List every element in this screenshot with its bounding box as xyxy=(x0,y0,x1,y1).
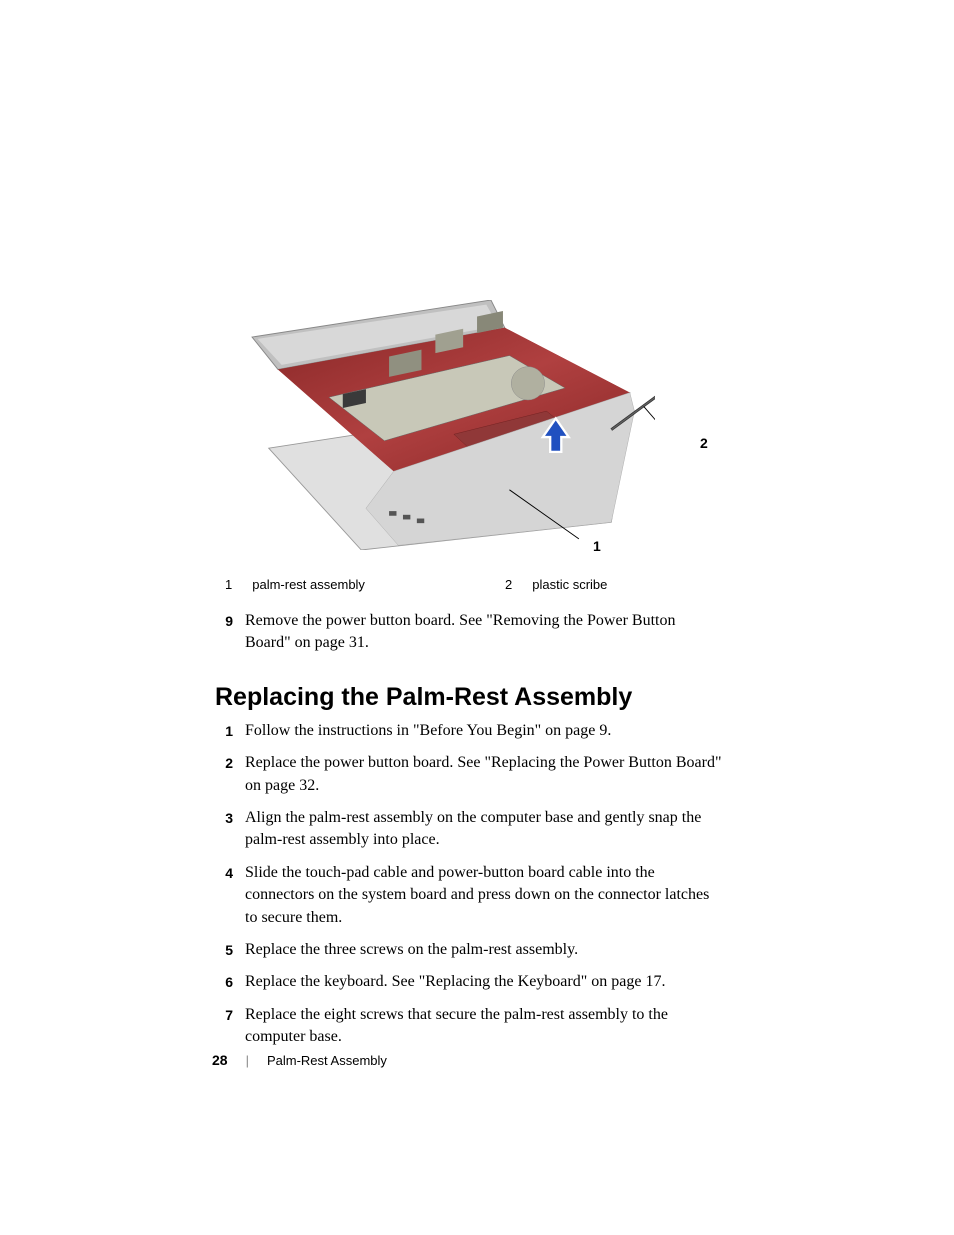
step-number: 1 xyxy=(215,720,245,742)
legend-text: palm-rest assembly xyxy=(252,577,365,592)
removing-step: 9 Remove the power button board. See "Re… xyxy=(215,610,725,655)
diagram-legend: 1 palm-rest assembly 2 plastic scribe xyxy=(225,577,725,592)
step-text: Replace the three screws on the palm-res… xyxy=(245,939,725,961)
step-number: 5 xyxy=(215,939,245,961)
step-text: Replace the eight screws that secure the… xyxy=(245,1004,725,1049)
diagram-figure: 1 2 xyxy=(225,280,705,565)
step-number: 3 xyxy=(215,807,245,852)
footer-section-title: Palm-Rest Assembly xyxy=(267,1053,387,1068)
replacing-step: 7 Replace the eight screws that secure t… xyxy=(215,1004,725,1049)
step-text: Replace the keyboard. See "Replacing the… xyxy=(245,971,725,993)
step-text: Remove the power button board. See "Remo… xyxy=(245,610,725,655)
page-footer: 28 | Palm-Rest Assembly xyxy=(212,1052,387,1068)
step-number: 4 xyxy=(215,862,245,929)
replacing-steps-list: 1 Follow the instructions in "Before You… xyxy=(215,720,725,1049)
laptop-illustration xyxy=(225,300,655,550)
section-heading: Replacing the Palm-Rest Assembly xyxy=(215,683,725,712)
footer-separator: | xyxy=(246,1053,249,1068)
step-number: 6 xyxy=(215,971,245,993)
replacing-step: 6 Replace the keyboard. See "Replacing t… xyxy=(215,971,725,993)
replacing-step: 5 Replace the three screws on the palm-r… xyxy=(215,939,725,961)
legend-item: 2 plastic scribe xyxy=(505,577,607,592)
laptop-svg xyxy=(225,300,655,550)
step-text: Slide the touch-pad cable and power-butt… xyxy=(245,862,725,929)
replacing-step: 1 Follow the instructions in "Before You… xyxy=(215,720,725,742)
legend-num: 1 xyxy=(225,577,232,592)
step-text: Follow the instructions in "Before You B… xyxy=(245,720,725,742)
callout-label-2: 2 xyxy=(700,435,708,451)
replacing-step: 3 Align the palm-rest assembly on the co… xyxy=(215,807,725,852)
legend-text: plastic scribe xyxy=(532,577,607,592)
replacing-step: 4 Slide the touch-pad cable and power-bu… xyxy=(215,862,725,929)
replacing-step: 2 Replace the power button board. See "R… xyxy=(215,752,725,797)
step-text: Align the palm-rest assembly on the comp… xyxy=(245,807,725,852)
step-number: 7 xyxy=(215,1004,245,1049)
legend-item: 1 palm-rest assembly xyxy=(225,577,505,592)
legend-num: 2 xyxy=(505,577,512,592)
footer-page-number: 28 xyxy=(212,1052,228,1068)
step-number: 9 xyxy=(215,610,245,655)
step-text: Replace the power button board. See "Rep… xyxy=(245,752,725,797)
step-number: 2 xyxy=(215,752,245,797)
callout-label-1: 1 xyxy=(593,538,601,554)
